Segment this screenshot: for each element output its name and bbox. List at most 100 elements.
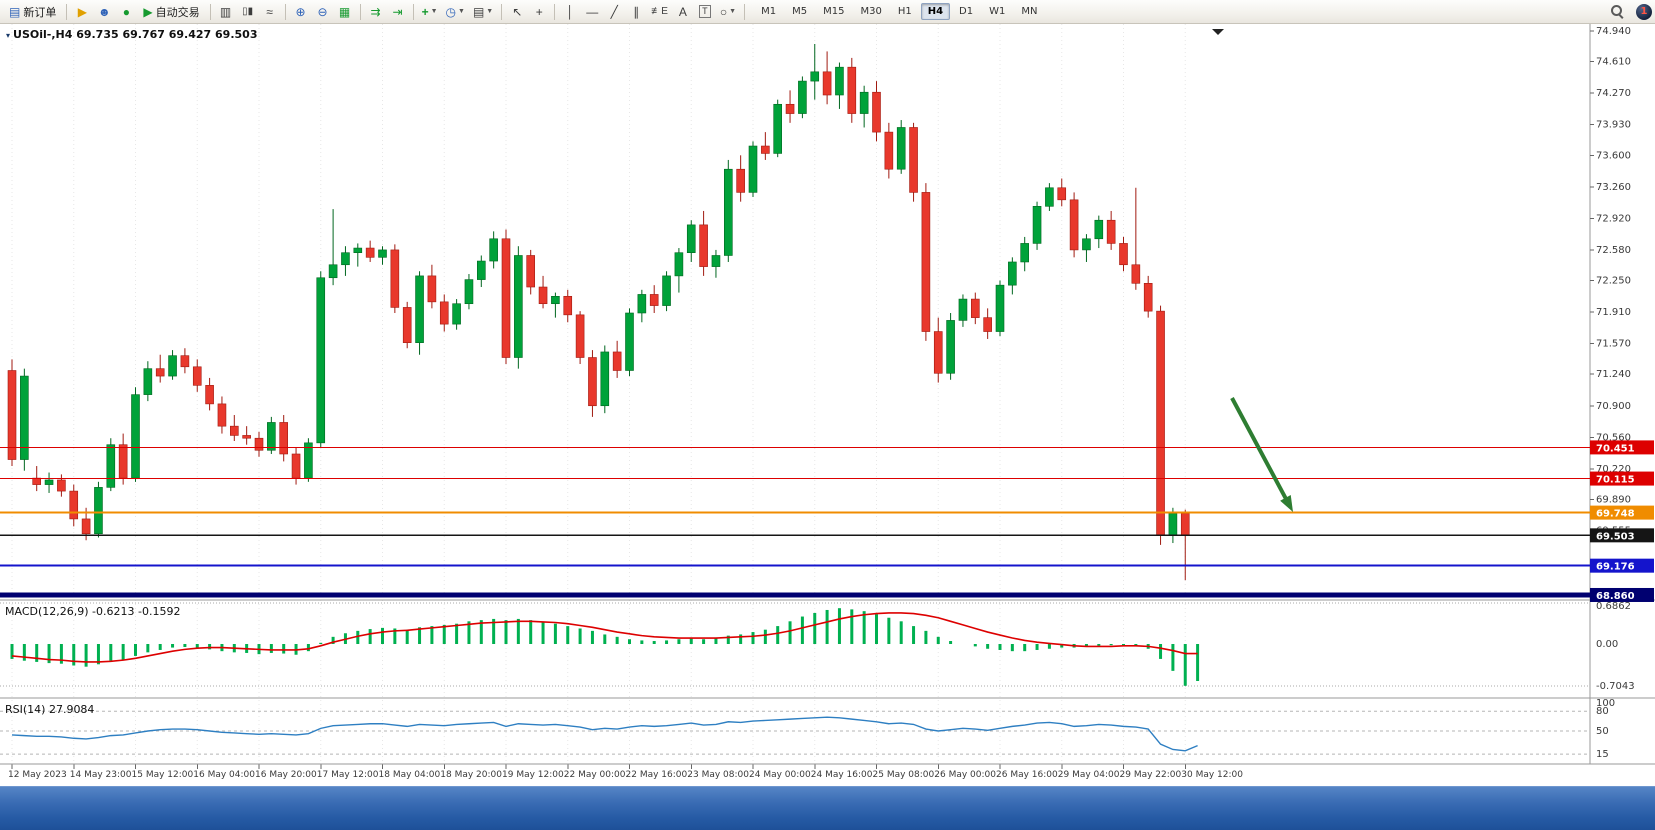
svg-text:72.250: 72.250 xyxy=(1596,276,1631,287)
cursor-icon: ↖ xyxy=(512,4,523,19)
chevron-down-icon: ▼ xyxy=(486,8,494,15)
rsi-line xyxy=(11,716,1198,752)
chart-canvas[interactable]: 12 May 2023 14 May 23:00 15 May 12:00 16 Ma… xyxy=(0,24,1655,786)
fibonacci-icon: ≢E xyxy=(651,5,668,17)
label-button[interactable]: T xyxy=(695,2,715,22)
shapes-button[interactable]: ○ ▼ xyxy=(717,2,739,22)
autotrading-play-icon: ▶ xyxy=(143,4,153,19)
timeframe-button-h1[interactable]: H1 xyxy=(891,3,919,20)
symbol-ohlc-text: USOil-,H4 69.735 69.767 69.427 69.503 xyxy=(13,28,258,41)
chart-menu-icon[interactable]: ▾ xyxy=(6,31,11,40)
svg-text:70.900: 70.900 xyxy=(1596,401,1631,412)
notification-badge[interactable]: 1 xyxy=(1636,3,1652,20)
market-button[interactable]: ● xyxy=(116,2,136,22)
svg-text:22 May 00:00: 22 May 00:00 xyxy=(564,770,626,780)
svg-text:30 May 12:00: 30 May 12:00 xyxy=(1181,770,1243,780)
trendline-button[interactable]: ╱ xyxy=(604,2,624,22)
price-badge xyxy=(1590,471,1654,486)
toolbar-separator xyxy=(554,3,556,20)
svg-text:-0.7043: -0.7043 xyxy=(1596,681,1635,692)
templates-button[interactable]: ▤ ▼ xyxy=(470,2,496,22)
timeframe-button-m1[interactable]: M1 xyxy=(754,3,783,20)
text-button[interactable]: A xyxy=(673,2,693,22)
svg-text:69.748: 69.748 xyxy=(1596,509,1635,520)
timeframe-button-m15[interactable]: M15 xyxy=(816,3,851,20)
bar-chart-button[interactable]: ▥ xyxy=(216,2,236,22)
zoom-in-button[interactable]: ⊕ xyxy=(291,2,311,22)
price-badges: 70.451 70.115 69.748 69.503 69.176 68.860 xyxy=(1590,440,1654,602)
gridlines xyxy=(11,24,1186,764)
candlestick-chart-icon: ▯▮ xyxy=(242,5,254,17)
toolbar-separator xyxy=(744,3,746,20)
line-chart-button[interactable]: ≈ xyxy=(260,2,280,22)
fibonacci-button[interactable]: ≢E xyxy=(648,2,671,22)
vertical-line-button[interactable]: │ xyxy=(560,2,580,22)
shapes-icon: ○ xyxy=(719,4,728,19)
svg-text:70.560: 70.560 xyxy=(1596,432,1631,443)
zoom-out-button[interactable]: ⊖ xyxy=(313,2,333,22)
svg-text:70.220: 70.220 xyxy=(1596,464,1631,475)
scroll-end-marker[interactable] xyxy=(1212,29,1224,35)
svg-text:74.940: 74.940 xyxy=(1596,26,1631,37)
auto-scroll-button[interactable]: ⇉ xyxy=(366,2,386,22)
candle-chart-button[interactable]: ▯▮ xyxy=(238,2,258,22)
toolbar-separator xyxy=(66,3,68,20)
svg-text:24 May 00:00: 24 May 00:00 xyxy=(749,770,811,780)
news-button[interactable]: ▶ xyxy=(72,2,92,22)
timeframe-button-m30[interactable]: M30 xyxy=(853,3,888,20)
new-order-button[interactable]: ▤ 新订单 xyxy=(4,2,61,22)
indicators-button[interactable]: + ▼ xyxy=(419,2,441,22)
chart-shift-button[interactable]: ⇥ xyxy=(388,2,408,22)
annotation-arrow[interactable] xyxy=(1230,397,1293,512)
timeframe-toolbar: M1 M5 M15 M30 H1 H4 D1 W1 MN xyxy=(753,3,1045,20)
search-button[interactable] xyxy=(1607,2,1627,22)
svg-text:72.920: 72.920 xyxy=(1596,213,1631,224)
tile-windows-button[interactable]: ▦ xyxy=(335,2,355,22)
channel-button[interactable]: ∥ xyxy=(626,2,646,22)
auto-trading-button[interactable]: ▶ 自动交易 xyxy=(138,2,204,22)
new-order-label: 新订单 xyxy=(23,6,57,19)
horizontal-lines[interactable] xyxy=(0,446,1590,598)
svg-text:26 May 16:00: 26 May 16:00 xyxy=(996,770,1058,780)
cursor-button[interactable]: ↖ xyxy=(507,2,527,22)
svg-text:69.503: 69.503 xyxy=(1596,531,1635,542)
horizontal-line-icon: — xyxy=(586,4,599,19)
timeframe-button-w1[interactable]: W1 xyxy=(982,3,1012,20)
crosshair-button[interactable]: + xyxy=(529,2,549,22)
toolbar-separator xyxy=(284,3,286,20)
toolbar-separator xyxy=(412,3,414,20)
svg-text:74.610: 74.610 xyxy=(1596,57,1631,68)
svg-text:73.600: 73.600 xyxy=(1596,150,1631,161)
svg-text:100: 100 xyxy=(1596,698,1615,709)
chevron-down-icon: ▼ xyxy=(458,8,465,15)
svg-text:71.910: 71.910 xyxy=(1596,307,1631,318)
toolbar-separator xyxy=(209,3,211,20)
svg-text:0.6862: 0.6862 xyxy=(1596,601,1631,612)
timeframe-button-m5[interactable]: M5 xyxy=(785,3,814,20)
svg-text:71.240: 71.240 xyxy=(1596,369,1631,380)
timeframe-button-h4[interactable]: H4 xyxy=(920,3,951,20)
community-button[interactable]: ☻ xyxy=(94,2,114,22)
price-axis: 74.940 74.610 74.270 73.930 73.600 73.260 72.9… xyxy=(1590,26,1631,537)
time-axis: 12 May 2023 14 May 23:00 15 May 12:00 16 Ma… xyxy=(8,764,1243,780)
chevron-down-icon: ▼ xyxy=(430,8,438,15)
indicators-plus-icon: + xyxy=(421,4,429,19)
timeframe-button-mn[interactable]: MN xyxy=(1014,3,1044,20)
svg-text:25 May 08:00: 25 May 08:00 xyxy=(873,770,935,780)
timeframe-button-d1[interactable]: D1 xyxy=(952,3,980,20)
rsi-indicator-label: RSI(14) 27.9084 xyxy=(5,703,95,716)
template-icon: ▤ xyxy=(472,4,485,19)
clock-icon: ◷ xyxy=(445,4,457,19)
svg-text:74.270: 74.270 xyxy=(1596,88,1631,99)
periods-button[interactable]: ◷ ▼ xyxy=(443,2,468,22)
svg-text:14 May 23:00: 14 May 23:00 xyxy=(70,770,132,780)
svg-text:16 May 04:00: 16 May 04:00 xyxy=(193,770,255,780)
horizontal-line-button[interactable]: — xyxy=(582,2,602,22)
chart-window: 12 May 2023 14 May 23:00 15 May 12:00 16 Ma… xyxy=(0,24,1655,786)
svg-text:70.451: 70.451 xyxy=(1596,443,1635,454)
svg-text:17 May 12:00: 17 May 12:00 xyxy=(317,770,379,780)
line-chart-icon: ≈ xyxy=(266,4,273,19)
channel-icon: ∥ xyxy=(633,4,640,19)
zoom-out-icon: ⊖ xyxy=(317,4,328,19)
